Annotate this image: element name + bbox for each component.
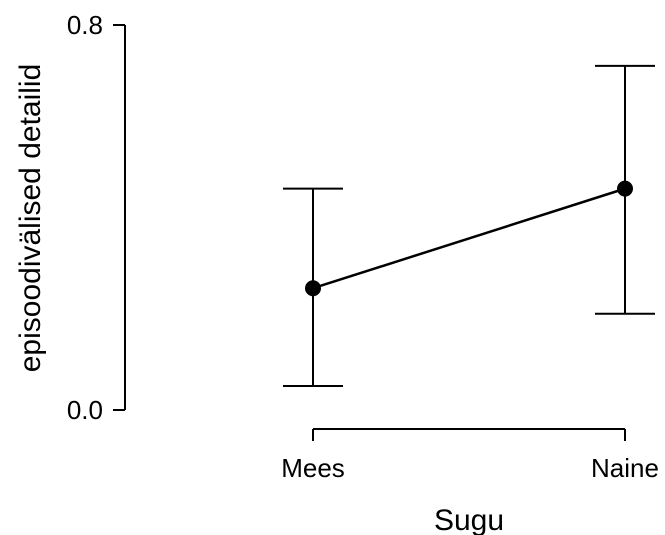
x-tick-label-naine: Naine — [591, 453, 659, 483]
y-axis-title: episoodivälised detailid — [14, 64, 47, 373]
data-point-naine — [617, 180, 633, 197]
y-tick-label-top: 0.8 — [67, 10, 103, 40]
data-point-mees — [305, 280, 321, 297]
x-tick-label-mees: Mees — [281, 453, 345, 483]
y-axis: 0.8 0.0 episoodivälised detailid — [14, 10, 126, 425]
series-line — [312, 187, 626, 290]
y-tick-label-bottom: 0.0 — [67, 395, 103, 425]
x-axis: Mees Naine Sugu — [281, 428, 659, 535]
x-axis-title: Sugu — [434, 504, 504, 535]
plot-marks — [283, 64, 655, 387]
